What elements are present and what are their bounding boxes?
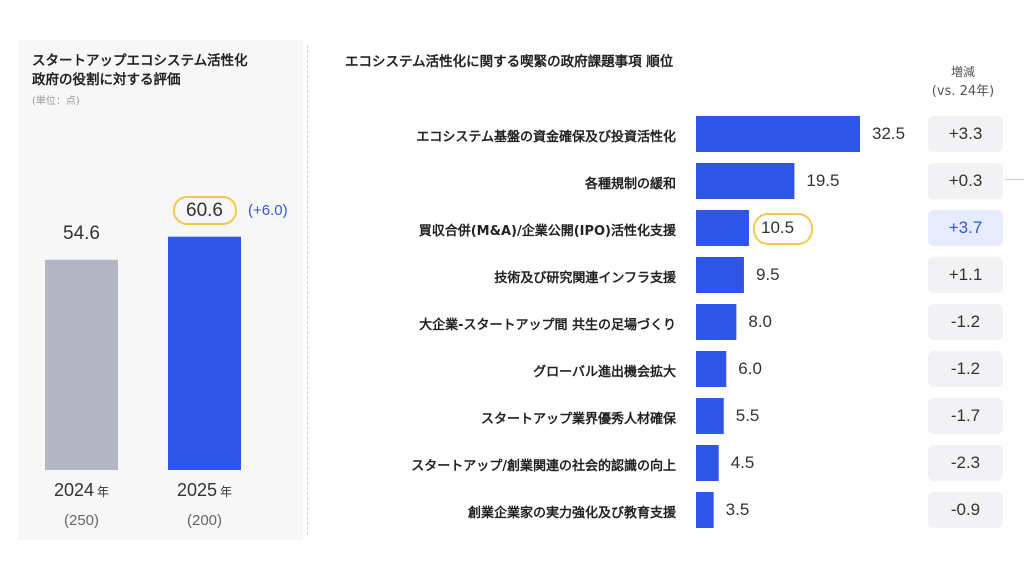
year-label-2024: 2024 年 xyxy=(32,480,132,501)
right-chart-title: エコシステム活性化に関する喫緊の政府課題事項 順位 xyxy=(345,54,674,70)
year-number: 2025 xyxy=(176,480,218,500)
delta-box-1: +3.3 xyxy=(928,116,1003,152)
year-suffix: 年 xyxy=(220,485,233,499)
year-label-2025: 2025 年 xyxy=(155,480,255,501)
respondent-count-2025: (200) xyxy=(186,512,223,529)
category-label-3: 買収合併(M&A)/企業公開(IPO)活性化支援 xyxy=(418,224,676,239)
delta-box-2: +0.3 xyxy=(928,163,1003,199)
category-label-8: スタートアップ/創業関連の社会的認識の向上 xyxy=(411,459,676,474)
category-label-1: エコシステム基盤の資金確保及び投資活性化 xyxy=(416,130,676,145)
delta-header: 増減 (vs. 24年) xyxy=(918,62,1008,102)
delta-box-7: -1.7 xyxy=(928,398,1003,434)
left-unit-label: (単位：点) xyxy=(32,96,80,107)
left-value-label-2024: 54.6 xyxy=(63,222,100,244)
left-change-label: (+6.0) xyxy=(248,201,288,219)
highlight-pill-right xyxy=(752,213,813,245)
category-label-6: グローバル進出機会拡大 xyxy=(533,365,676,380)
delta-box-8: -2.3 xyxy=(928,445,1003,481)
horizontal-value-label-7: 5.5 xyxy=(735,406,760,425)
horizontal-value-label-6: 6.0 xyxy=(738,359,762,378)
year-suffix: 年 xyxy=(97,485,110,499)
delta-header-line1: 増減 xyxy=(950,65,975,79)
right-panel xyxy=(320,40,1010,540)
horizontal-value-label-3: 10.5 xyxy=(760,218,795,237)
edge-connector-line xyxy=(1004,179,1024,180)
delta-box-4: +1.1 xyxy=(928,257,1003,293)
panel-divider xyxy=(307,45,308,535)
category-label-5: 大企業-スタートアップ間 共生の足場づくり xyxy=(419,318,676,333)
left-value-label-2025: 60.6 xyxy=(186,199,223,221)
category-label-9: 創業企業家の実力強化及び教育支援 xyxy=(467,506,676,521)
horizontal-value-label-5: 8.0 xyxy=(748,312,772,331)
year-number: 2024 xyxy=(53,480,95,500)
horizontal-value-label-8: 4.5 xyxy=(730,453,755,472)
delta-box-5: -1.2 xyxy=(928,304,1003,340)
horizontal-value-label-1: 32.5 xyxy=(872,124,906,143)
delta-box-3: +3.7 xyxy=(928,210,1003,246)
horizontal-value-label-2: 19.5 xyxy=(806,171,840,190)
respondent-count-2024: (250) xyxy=(63,512,100,529)
left-title-line1: スタートアップエコシステム活性化 xyxy=(32,53,248,69)
left-title-line2: 政府の役割に対する評価 xyxy=(32,72,181,88)
left-chart-title: スタートアップエコシステム活性化 政府の役割に対する評価 xyxy=(32,52,292,90)
horizontal-value-label-4: 9.5 xyxy=(755,265,780,284)
category-label-2: 各種規制の緩和 xyxy=(584,177,676,192)
left-panel xyxy=(18,40,303,540)
horizontal-value-label-9: 3.5 xyxy=(725,500,750,519)
delta-box-9: -0.9 xyxy=(928,492,1003,528)
category-label-4: 技術及び研究関連インフラ支援 xyxy=(494,271,676,286)
highlight-pill-left xyxy=(172,195,237,225)
delta-header-line2: (vs. 24年) xyxy=(931,84,995,99)
delta-box-6: -1.2 xyxy=(928,351,1003,387)
category-label-7: スタートアップ業界優秀人材確保 xyxy=(480,412,676,427)
